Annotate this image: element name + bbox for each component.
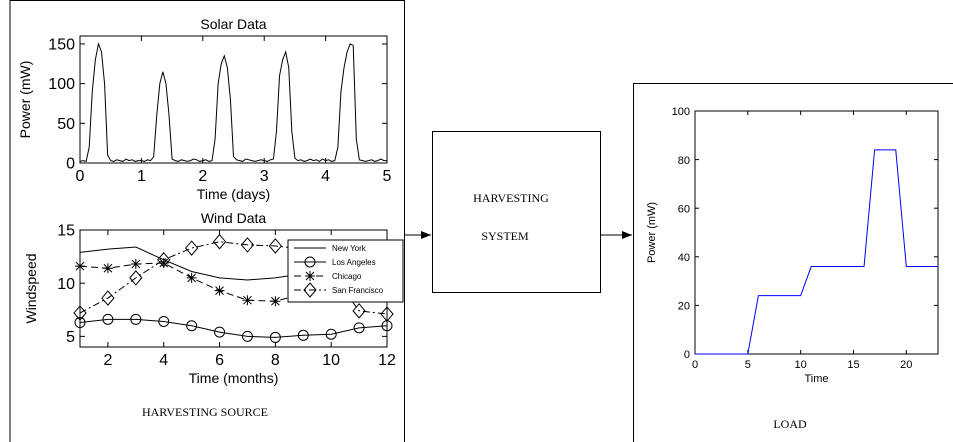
y-tick-label: 60 — [678, 203, 690, 215]
marker — [157, 252, 171, 268]
marker — [380, 306, 394, 322]
x-axis-label: Time (days) — [197, 186, 270, 202]
x-tick-label: 2 — [198, 168, 207, 185]
y-tick-label: 20 — [678, 301, 690, 313]
x-tick-label: 0 — [692, 359, 698, 371]
y-tick-label: 80 — [678, 155, 690, 167]
node-label: SYSTEM — [481, 229, 529, 243]
marker — [102, 263, 113, 274]
x-axis-label: Time — [804, 373, 828, 385]
marker — [158, 257, 169, 268]
x-tick-label: 4 — [321, 168, 330, 185]
marker — [242, 295, 253, 306]
y-tick-label: 0 — [684, 349, 690, 361]
y-tick-label: 5 — [66, 329, 75, 346]
marker — [270, 296, 281, 307]
y-tick-label: 15 — [57, 223, 75, 240]
x-tick-label: 5 — [745, 359, 751, 371]
marker — [353, 322, 365, 334]
marker — [212, 233, 227, 250]
marker — [101, 290, 115, 306]
y-axis-label: Power (mW) — [646, 202, 658, 263]
legend — [287, 239, 404, 303]
legend-label: New York — [332, 244, 367, 253]
node-label: LOAD — [773, 417, 807, 431]
marker — [214, 326, 226, 338]
marker — [269, 331, 281, 343]
marker — [130, 313, 142, 325]
marker — [75, 261, 85, 272]
y-axis-label: Power (mW) — [17, 61, 33, 139]
x-tick-label: 4 — [159, 352, 168, 369]
y-axis-label: Windspeed — [23, 253, 39, 323]
node-label: HARVESTING SOURCE — [142, 405, 268, 419]
legend-marker — [303, 282, 317, 298]
x-tick-label: 20 — [900, 359, 912, 371]
x-tick-label: 2 — [103, 352, 112, 369]
source-box — [9, 0, 405, 442]
chart-title: Solar Data — [200, 16, 266, 32]
y-tick-label: 150 — [48, 37, 75, 54]
node-label: HARVESTING — [473, 191, 549, 205]
marker — [240, 237, 255, 253]
marker — [352, 303, 366, 319]
marker — [268, 238, 283, 254]
x-axis-label: Time (months) — [189, 370, 279, 386]
legend-label: Los Angeles — [332, 258, 376, 267]
x-tick-label: 10 — [322, 352, 340, 369]
x-tick-label: 1 — [137, 168, 146, 185]
load-box — [633, 83, 953, 442]
marker — [214, 285, 225, 296]
chart-title: Wind Data — [201, 210, 267, 226]
legend-marker — [304, 256, 316, 268]
marker — [102, 313, 114, 325]
marker — [186, 272, 197, 283]
legend-marker — [305, 271, 315, 281]
x-tick-label: 12 — [378, 352, 396, 369]
plot-area — [79, 35, 388, 164]
data-line — [79, 42, 387, 163]
plot-area — [694, 110, 939, 355]
y-tick-label: 50 — [57, 116, 75, 133]
x-tick-label: 0 — [76, 168, 85, 185]
y-tick-label: 100 — [48, 76, 75, 93]
marker — [241, 330, 253, 342]
marker — [130, 259, 141, 270]
y-tick-label: 40 — [678, 252, 690, 264]
x-tick-label: 5 — [383, 168, 392, 185]
legend-label: San Francisco — [332, 286, 384, 295]
x-tick-label: 10 — [795, 359, 807, 371]
x-tick-label: 15 — [847, 359, 859, 371]
x-tick-label: 8 — [271, 352, 280, 369]
marker — [184, 240, 199, 256]
marker — [129, 270, 143, 286]
y-tick-label: 0 — [66, 156, 75, 173]
marker — [74, 317, 86, 329]
data-line — [695, 149, 938, 355]
y-tick-label: 10 — [57, 276, 75, 293]
system-box — [432, 131, 601, 293]
marker — [73, 305, 87, 321]
marker — [158, 315, 170, 327]
legend-label: Chicago — [332, 272, 362, 281]
marker — [186, 320, 198, 332]
x-tick-label: 3 — [260, 168, 269, 185]
marker — [297, 329, 309, 341]
y-tick-label: 100 — [672, 106, 690, 118]
marker — [325, 328, 337, 340]
x-tick-label: 6 — [215, 352, 224, 369]
